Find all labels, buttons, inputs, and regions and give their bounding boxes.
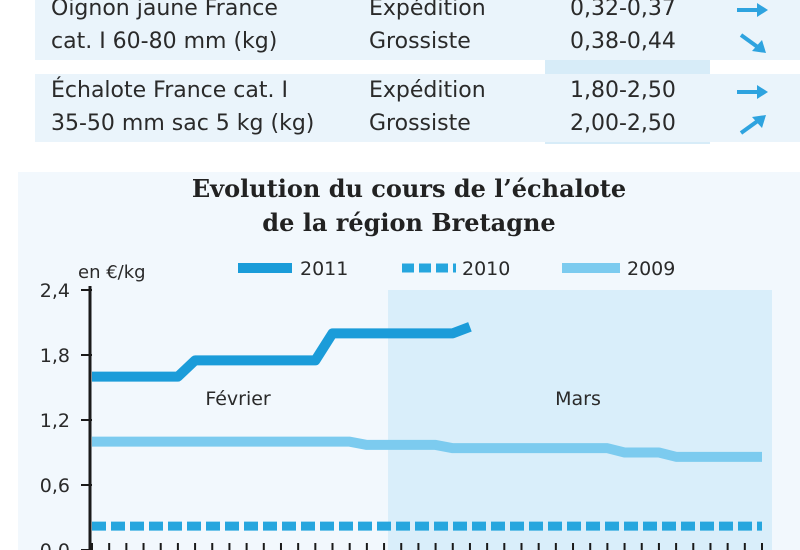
price-expedition: 1,80-2,50: [570, 78, 676, 103]
series-line-2011: [92, 322, 472, 382]
y-tick-label: 1,8: [40, 345, 70, 367]
price-expedition: 0,32-0,37: [570, 0, 676, 21]
chart-title-line2: de la région Bretagne: [262, 208, 556, 237]
y-tick-label: 0,0: [40, 540, 70, 550]
arrow-right-icon: [737, 3, 768, 17]
legend-label: 2010: [462, 258, 510, 280]
product-name-line1: Échalote France cat. I: [51, 78, 288, 103]
stage-expedition: Expédition: [369, 78, 486, 103]
arrow-right-icon: [737, 85, 768, 99]
period-label: Mars: [555, 388, 601, 410]
period-label: Février: [205, 388, 271, 410]
legend-label: 2009: [627, 258, 675, 280]
y-tick-label: 0,6: [40, 475, 70, 497]
stage-grossiste: Grossiste: [369, 111, 471, 136]
price-table: Oignon jaune France cat. I 60-80 mm (kg)…: [35, 0, 800, 144]
product-name-line2: 35-50 mm sac 5 kg (kg): [51, 111, 315, 136]
arrow-down-right-icon: [739, 33, 766, 53]
chart-title: Evolution du cours de l’échalote de la r…: [18, 172, 800, 240]
series-line-2009: [92, 436, 762, 462]
product-name-line2: cat. I 60-80 mm (kg): [51, 29, 278, 54]
y-tick-label: 1,2: [40, 410, 70, 432]
table-row-echalote: Échalote France cat. I 35-50 mm sac 5 kg…: [35, 74, 800, 142]
price-grossiste: 2,00-2,50: [570, 111, 676, 136]
legend-label: 2011: [300, 258, 348, 280]
stage-expedition: Expédition: [369, 0, 486, 21]
product-name-line1: Oignon jaune France: [51, 0, 278, 21]
price-grossiste: 0,38-0,44: [570, 29, 676, 54]
arrow-up-right-icon: [739, 115, 766, 135]
table-row-oignon: Oignon jaune France cat. I 60-80 mm (kg)…: [35, 0, 800, 60]
chart-title-line1: Evolution du cours de l’échalote: [191, 174, 627, 203]
y-axis-label: en €/kg: [78, 262, 146, 283]
stage-grossiste: Grossiste: [369, 29, 471, 54]
y-tick-label: 2,4: [40, 280, 70, 302]
